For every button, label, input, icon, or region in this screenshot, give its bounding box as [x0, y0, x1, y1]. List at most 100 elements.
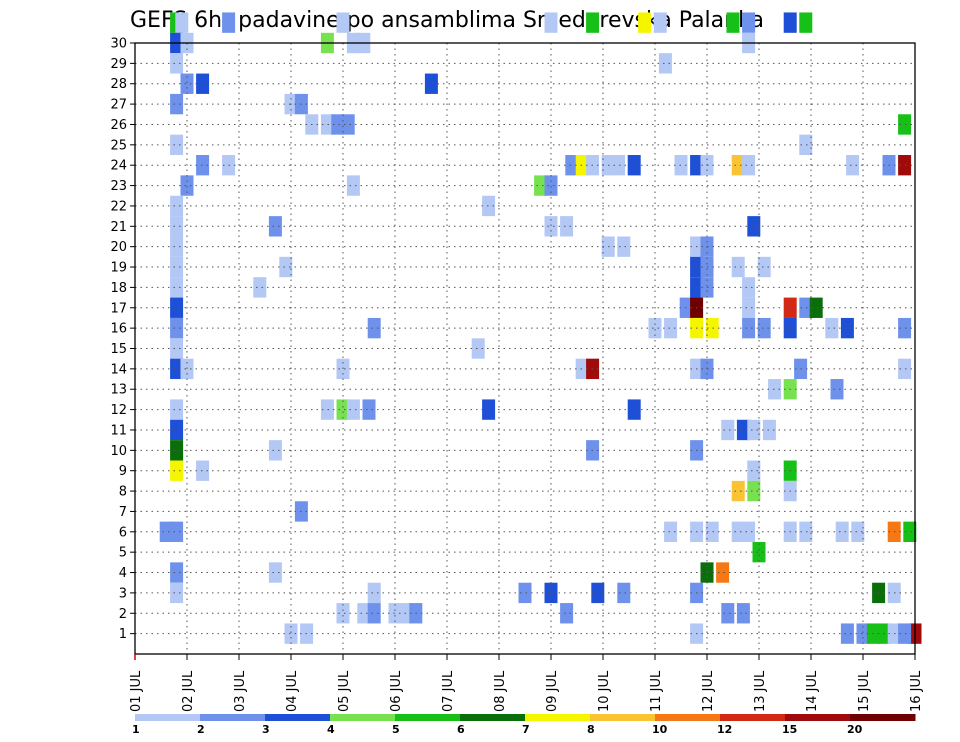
heatmap-cell: [721, 419, 735, 441]
x-tick-label: 07 JUL: [441, 670, 456, 712]
y-tick-label: 29: [110, 57, 127, 72]
heatmap-cell: [170, 460, 184, 481]
colorbar-swatch: [460, 714, 526, 721]
heatmap-cell: [196, 155, 210, 176]
y-axis-ticks: 1234567891011121314151617181920212223242…: [110, 37, 135, 642]
heatmap-cell: [222, 12, 236, 33]
heatmap-cell: [320, 114, 334, 135]
heatmap-cell: [268, 440, 282, 461]
heatmap-cell: [617, 582, 631, 604]
heatmap-cell: [170, 53, 184, 74]
heatmap-cell: [653, 12, 667, 33]
heatmap-cell: [170, 216, 184, 237]
heatmap-cell: [268, 216, 282, 237]
heatmap-cell: [762, 419, 776, 441]
x-tick-label: 02 JUL: [181, 670, 196, 712]
heatmap-cell: [726, 12, 740, 33]
heatmap-cell: [742, 277, 756, 298]
heatmap-cell: [170, 134, 184, 156]
colorbar-label: 2: [197, 723, 205, 736]
heatmap-cell: [742, 317, 756, 339]
heatmap-cell: [742, 297, 756, 318]
heatmap-cell: [799, 297, 813, 318]
heatmap-cell: [170, 562, 184, 583]
heatmap-cell: [544, 175, 558, 196]
heatmap-cell: [586, 12, 600, 33]
heatmap-cell: [170, 317, 184, 339]
heatmap-cell: [840, 623, 854, 644]
colorbar-label: 12: [717, 723, 732, 736]
heatmap-cell: [736, 603, 750, 624]
heatmap-cell: [482, 195, 496, 217]
heatmap-cell: [742, 12, 756, 33]
grid-lines: [135, 42, 915, 654]
heatmap-cell: [903, 521, 917, 542]
y-tick-label: 18: [110, 281, 127, 296]
colorbar-swatch: [135, 714, 201, 721]
y-tick-label: 9: [119, 464, 127, 479]
heatmap-cell: [471, 338, 485, 359]
heatmap-cell: [705, 317, 719, 339]
heatmap-cell: [544, 216, 558, 237]
heatmap-cell: [731, 256, 745, 278]
heatmap-cell: [341, 114, 355, 135]
heatmap-cell: [747, 419, 761, 441]
y-tick-label: 21: [110, 220, 127, 235]
y-tick-label: 23: [110, 179, 127, 194]
colorbar-label: 6: [457, 723, 465, 736]
x-tick-label: 13 JUL: [753, 670, 768, 712]
heatmap-cell: [170, 236, 184, 257]
heatmap-cell: [731, 480, 745, 502]
heatmap-cell: [284, 623, 298, 644]
heatmap-cell: [747, 216, 761, 237]
colorbar-label: 3: [262, 723, 270, 736]
heatmap-cell: [783, 12, 797, 33]
heatmap-cell: [170, 297, 184, 318]
heatmap-cell: [253, 277, 267, 298]
heatmap-cell: [747, 480, 761, 502]
y-tick-label: 25: [110, 138, 127, 153]
colorbar-label: 8: [587, 723, 595, 736]
y-tick-label: 5: [119, 546, 127, 561]
heatmap-cell: [346, 175, 360, 196]
heatmap-cell: [482, 399, 496, 420]
y-tick-label: 11: [110, 423, 127, 438]
heatmap-cell: [731, 155, 745, 176]
x-tick-label: 01 JUL: [129, 670, 144, 712]
heatmap-cell: [544, 582, 558, 604]
heatmap-cell: [898, 155, 912, 176]
x-tick-label: 14 JUL: [805, 670, 820, 712]
heatmap-cell: [196, 73, 210, 94]
heatmap-cell: [175, 12, 189, 33]
heatmap-cell: [736, 419, 750, 441]
y-tick-label: 13: [110, 383, 127, 398]
heatmap-cell: [534, 175, 548, 196]
colorbar-swatch: [525, 714, 591, 721]
heatmap-cell: [170, 195, 184, 217]
colorbar-swatch: [200, 714, 266, 721]
y-tick-label: 30: [110, 37, 127, 52]
heatmap-cell: [170, 358, 184, 380]
heatmap-cell: [768, 379, 782, 400]
heatmap-cell: [518, 582, 532, 604]
y-tick-label: 14: [110, 362, 127, 377]
x-tick-label: 08 JUL: [493, 670, 508, 712]
x-tick-label: 12 JUL: [701, 670, 716, 712]
heatmap-cell: [336, 603, 350, 624]
x-tick-label: 03 JUL: [233, 670, 248, 712]
heatmap-cell: [170, 399, 184, 420]
heatmap-cell: [898, 317, 912, 339]
heatmap-cell: [757, 317, 771, 339]
heatmap-cell: [180, 73, 194, 94]
heatmap-cell: [648, 317, 662, 339]
heatmap-cell: [170, 521, 184, 542]
heatmap-cell: [799, 12, 813, 33]
heatmap-cell: [705, 521, 719, 542]
y-tick-label: 24: [110, 159, 127, 174]
colorbar-swatch: [330, 714, 396, 721]
x-tick-label: 05 JUL: [337, 670, 352, 712]
heatmap-cell: [617, 236, 631, 257]
heatmap-cell: [612, 155, 626, 176]
y-tick-label: 16: [110, 322, 127, 337]
